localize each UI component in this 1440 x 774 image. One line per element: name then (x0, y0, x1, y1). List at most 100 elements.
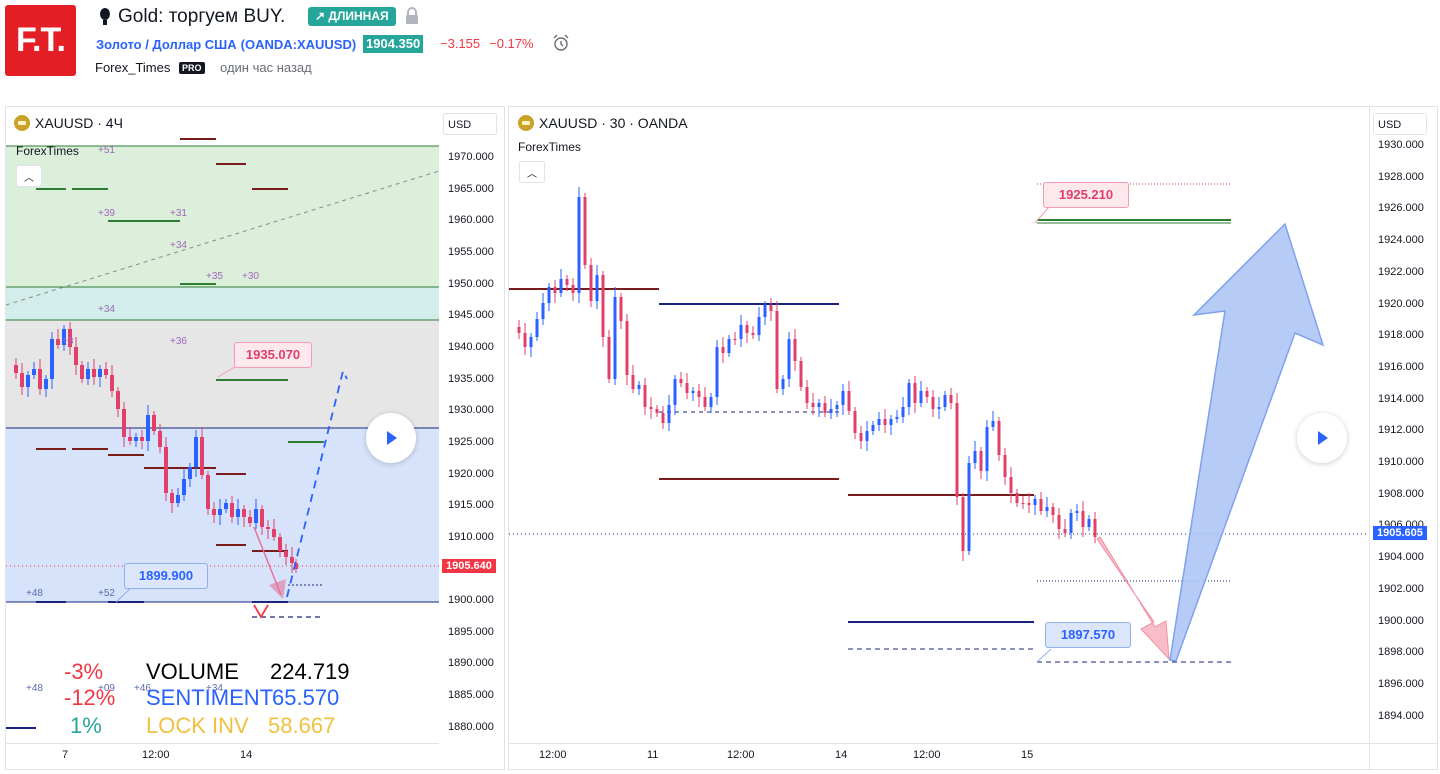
left-chart-panel[interactable]: +51 +39 +31 +34 +35 +30 +34 +36 +8 +48 +… (5, 106, 505, 770)
chevron-up-icon: ︿ (527, 168, 537, 180)
candle-body (961, 497, 965, 551)
candle-body (62, 329, 66, 345)
price-axis-label: 1922.000 (1378, 265, 1424, 278)
published-time: один час назад (220, 60, 312, 75)
left-chart-legend[interactable]: XAUUSD · 4Ч (14, 115, 123, 131)
right-candlestick-series (517, 187, 1097, 561)
candle-body (1039, 499, 1043, 511)
upper-target-callout[interactable]: 1925.210 (1043, 182, 1129, 208)
candle-body (553, 287, 557, 293)
level-label: +51 (98, 145, 115, 156)
time-axis-label: 7 (62, 749, 69, 761)
level-label: +8 (62, 336, 74, 347)
right-currency-button[interactable]: USD (1373, 113, 1427, 135)
stat-pct: -3% (64, 659, 104, 684)
alarm-clock-icon[interactable] (551, 33, 571, 53)
candle-body (613, 297, 617, 379)
candle-body (294, 563, 298, 569)
level-label: +48 (26, 588, 43, 599)
right-chart-panel[interactable]: 1925.210 1897.570 XAUUSD · 30 · OANDA Fo… (508, 106, 1438, 770)
candle-body (20, 373, 24, 387)
candle-body (757, 317, 761, 335)
candle-body (38, 369, 42, 389)
level-label: +31 (170, 208, 187, 219)
price-axis-label: 1955.000 (448, 245, 494, 258)
candle-body (619, 297, 623, 321)
right-chart-canvas[interactable] (509, 107, 1437, 769)
candle-body (655, 409, 659, 413)
candle-body (547, 287, 551, 303)
upper-target-callout[interactable]: 1935.070 (234, 342, 312, 368)
brand-logo-text: F.T. (16, 21, 66, 59)
idea-title: Gold: торгуем BUY. (118, 6, 286, 27)
price-axis-label: 1896.000 (1378, 677, 1424, 690)
price-axis-label: 1900.000 (448, 594, 494, 607)
level-label: +09 (98, 683, 115, 694)
level-label: +52 (98, 588, 115, 599)
candle-body (206, 475, 210, 509)
candle-body (715, 347, 719, 397)
left-currency-button[interactable]: USD (443, 113, 497, 135)
candle-body (1081, 511, 1085, 527)
left-price-axis[interactable]: 1970.000 1965.000 1960.000 1955.000 1950.000… (440, 107, 504, 769)
level-label: +34 (170, 240, 187, 251)
stat-value: 224.719 (270, 659, 350, 684)
play-replay-button[interactable] (1297, 413, 1347, 463)
candle-body (919, 391, 923, 403)
time-axis-label: 14 (240, 749, 253, 761)
candle-body (829, 409, 833, 413)
candle-body (44, 379, 48, 389)
candle-body (152, 415, 156, 431)
candle-body (703, 397, 707, 407)
price-axis-label: 1916.000 (1378, 360, 1424, 373)
brand-logo[interactable]: F.T. (5, 5, 76, 76)
symbol-name[interactable]: Золото / Доллар США (96, 37, 237, 52)
candle-body (158, 431, 162, 447)
candle-body (128, 437, 132, 441)
candle-body (847, 391, 851, 411)
right-price-axis[interactable]: 1930.000 1928.000 1926.000 1924.000 1922.000… (1369, 107, 1437, 769)
candle-body (290, 557, 294, 563)
stat-name: VOLUME (146, 659, 239, 684)
candle-body (799, 361, 803, 387)
stat-name: LOCK INV (146, 713, 249, 738)
lock-icon (406, 7, 418, 24)
price-axis-label: 1895.000 (448, 625, 494, 638)
level-label: +46 (134, 683, 151, 694)
left-chart-canvas[interactable] (6, 107, 504, 769)
candle-body (1093, 519, 1097, 537)
candle-body (1015, 493, 1019, 503)
candle-body (236, 509, 240, 517)
right-chart-watermark: ForexTimes (518, 140, 581, 154)
candle-body (260, 509, 264, 527)
candle-body (865, 431, 869, 441)
collapse-legend-button[interactable]: ︿ (519, 161, 545, 183)
price-axis-label: 1900.000 (1378, 614, 1424, 627)
candle-body (661, 413, 665, 423)
candle-body (811, 403, 815, 407)
price-change: −3.155 −0.17% (440, 36, 534, 51)
candle-body (74, 347, 78, 365)
candle-body (212, 509, 216, 515)
candle-body (140, 437, 144, 441)
candle-body (649, 407, 653, 409)
price-axis-label: 1908.000 (1378, 487, 1424, 500)
candle-body (859, 433, 863, 441)
candle-body (631, 375, 635, 389)
candle-body (86, 369, 90, 379)
candle-body (32, 369, 36, 375)
lower-target-callout[interactable]: 1897.570 (1045, 622, 1131, 648)
candle-body (14, 365, 18, 373)
author-name[interactable]: Forex_Times (95, 60, 171, 75)
play-replay-button[interactable] (366, 413, 416, 463)
lower-target-callout[interactable]: 1899.900 (124, 563, 208, 589)
level-label: +34 (98, 304, 115, 315)
symbol-link[interactable]: Золото / Доллар США (OANDA:XAUUSD) (96, 37, 356, 52)
symbol-code[interactable]: (OANDA:XAUUSD) (240, 37, 357, 52)
price-axis-label: 1924.000 (1378, 234, 1424, 247)
right-chart-legend[interactable]: XAUUSD · 30 · OANDA (518, 115, 688, 131)
candle-body (997, 421, 1001, 455)
candle-body (104, 369, 108, 375)
collapse-legend-button[interactable]: ︿ (16, 165, 42, 187)
candle-body (529, 337, 533, 347)
